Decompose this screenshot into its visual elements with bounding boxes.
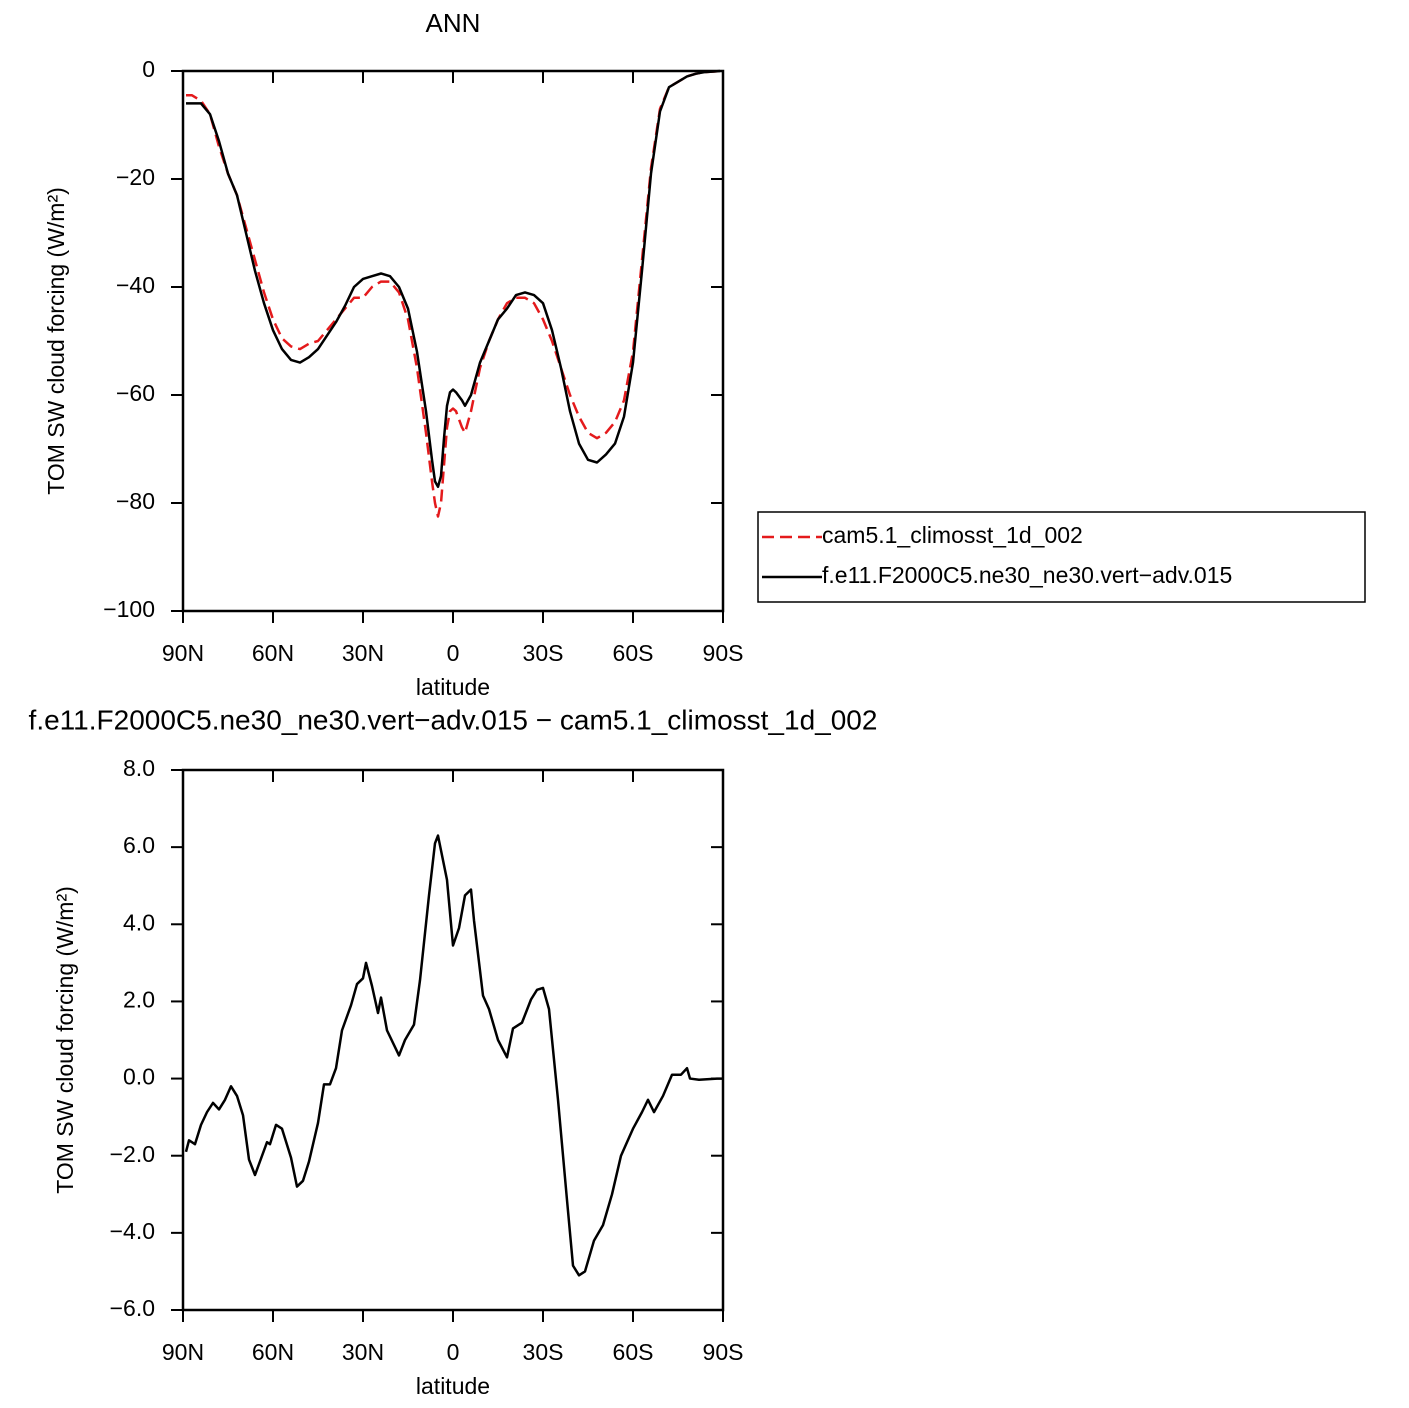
x-tick-label: 90S xyxy=(703,640,744,666)
x-tick-label: 30S xyxy=(523,640,564,666)
y-tick-label: 8.0 xyxy=(123,755,155,781)
x-tick-label: 60S xyxy=(613,640,654,666)
x-tick-label: 30N xyxy=(342,1339,384,1365)
x-axis-label: latitude xyxy=(416,1373,490,1399)
legend-label: cam5.1_climosst_1d_002 xyxy=(822,522,1083,548)
y-tick-label: −40 xyxy=(116,272,155,298)
chart-title: f.e11.F2000C5.ne30_ne30.vert−adv.015 − c… xyxy=(29,704,878,735)
data-line xyxy=(184,834,723,1277)
x-tick-label: 90S xyxy=(703,1339,744,1365)
x-tick-label: 60N xyxy=(252,640,294,666)
y-tick-label: −2.0 xyxy=(110,1141,155,1167)
y-tick-label: −80 xyxy=(116,488,155,514)
y-axis-label: TOM SW cloud forcing (W/m²) xyxy=(43,187,69,495)
x-tick-label: 90N xyxy=(162,640,204,666)
x-tick-label: 30S xyxy=(523,1339,564,1365)
y-tick-label: 6.0 xyxy=(123,832,155,858)
data-line xyxy=(186,69,721,518)
y-tick-label: −100 xyxy=(103,596,155,622)
plot-frame xyxy=(181,768,725,1312)
y-tick-label: −6.0 xyxy=(110,1295,155,1321)
x-tick-label: 60N xyxy=(252,1339,294,1365)
x-axis-label: latitude xyxy=(416,674,490,700)
y-tick-label: 0.0 xyxy=(123,1064,155,1090)
data-line xyxy=(186,69,721,489)
y-tick-label: −4.0 xyxy=(110,1218,155,1244)
y-tick-label: −20 xyxy=(116,164,155,190)
x-tick-label: 0 xyxy=(447,1339,460,1365)
y-tick-label: −60 xyxy=(116,380,155,406)
y-tick-label: 0 xyxy=(142,56,155,82)
plot-frame xyxy=(181,69,725,613)
x-tick-label: 60S xyxy=(613,1339,654,1365)
y-axis-label: TOM SW cloud forcing (W/m²) xyxy=(52,886,78,1194)
chart-title: ANN xyxy=(426,8,481,38)
x-tick-label: 30N xyxy=(342,640,384,666)
y-tick-label: 4.0 xyxy=(123,909,155,935)
legend-box xyxy=(757,511,1366,603)
x-tick-label: 90N xyxy=(162,1339,204,1365)
legend-label: f.e11.F2000C5.ne30_ne30.vert−adv.015 xyxy=(822,562,1232,588)
x-tick-label: 0 xyxy=(447,640,460,666)
y-tick-label: 2.0 xyxy=(123,987,155,1013)
